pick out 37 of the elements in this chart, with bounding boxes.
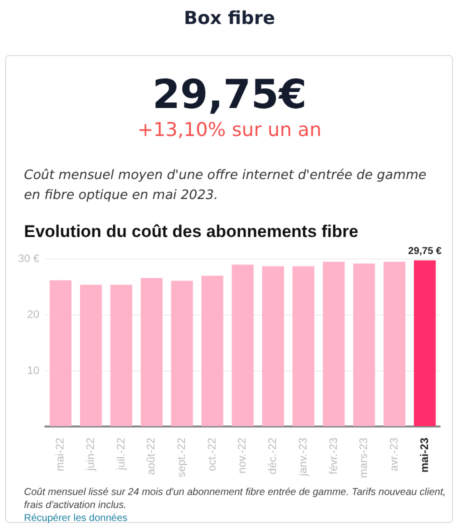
bar [80, 284, 102, 426]
x-tick-label: nov.-22 [236, 438, 249, 474]
bar [201, 276, 224, 426]
bar [292, 266, 314, 426]
y-tick-label: 10 [27, 364, 40, 377]
x-tick-label: janv.-23 [297, 438, 310, 477]
bar [353, 263, 376, 426]
x-tick-label: déc.-22 [267, 438, 280, 474]
data-label: 29,75 € [408, 246, 442, 258]
chart-title: Evolution du coût des abonnements fibre [24, 222, 358, 242]
text: Récupérer les données [24, 513, 128, 524]
bar [171, 280, 193, 426]
text: Box fibre [182, 8, 276, 29]
x-tick-label: août-22 [146, 438, 158, 475]
y-tick-label: 30 € [18, 253, 40, 266]
bar [232, 264, 254, 426]
bar [262, 266, 284, 426]
x-tick-label: juil.-22 [115, 438, 128, 472]
text: +13,10% sur un an [136, 119, 322, 141]
x-tick-label: mai-22 [54, 438, 67, 472]
x-tick-label: mars-23 [358, 438, 370, 478]
x-tick-label: oct.-22 [206, 438, 218, 472]
x-tick-label: avr.-23 [388, 438, 400, 472]
bar [414, 260, 436, 426]
bar [140, 278, 163, 426]
x-tick-label: févr.-23 [328, 438, 340, 474]
x-tick-label: sept.-22 [176, 438, 188, 478]
bar [50, 280, 72, 426]
text: Coût mensuel moyen d'une offre internet d'entrée de gamme en fibre optique en mai 2023. [24, 167, 428, 205]
bar [384, 262, 406, 426]
x-tick-label: juin-22 [84, 438, 97, 472]
text: Coût mensuel lissé sur 24 mois d'un abonnement fibre entrée de gamme. Tarifs nouveau client, frais d'activation inclus. [24, 486, 447, 512]
bar [110, 284, 132, 426]
bar [322, 262, 345, 426]
x-tick-label: mai-23 [418, 438, 431, 473]
y-tick-label: 20 [27, 308, 40, 321]
text: 29,75€ [151, 72, 308, 118]
